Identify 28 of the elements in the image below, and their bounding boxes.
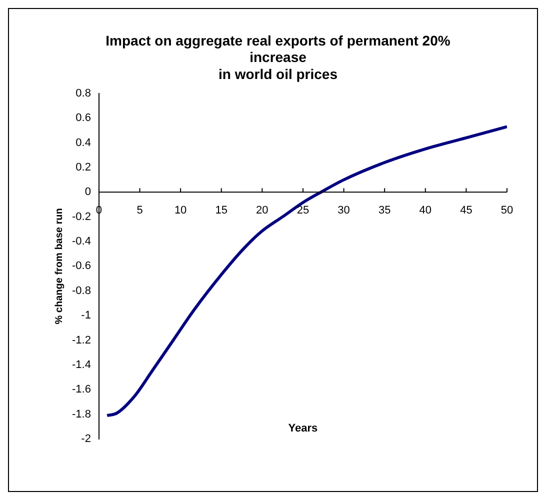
y-tick-label: -1.6 — [72, 384, 91, 396]
y-tick-label: -1 — [81, 310, 91, 322]
x-tick-label: 20 — [256, 204, 268, 217]
y-tick-label: -0.4 — [72, 236, 91, 248]
y-tick-label: 0.6 — [76, 112, 91, 124]
x-tick-label: 35 — [378, 204, 391, 217]
x-tick-label: 30 — [338, 204, 350, 217]
x-tick-label: 5 — [136, 204, 143, 217]
y-tick-label: 0.4 — [76, 136, 91, 149]
y-tick-label: -0.2 — [72, 210, 91, 223]
y-tick-label: -1.8 — [72, 408, 91, 420]
x-tick-label: 45 — [460, 204, 472, 217]
y-tick-label: 0 — [84, 186, 91, 198]
y-tick-label: 0.2 — [76, 161, 91, 174]
x-tick-label: 25 — [296, 204, 310, 217]
y-tick-label: -0.6 — [72, 260, 91, 272]
chart-title: Impact on aggregate real exports of permanent 20% increase in world oil prices — [106, 32, 451, 82]
y-axis-title: % change from base run — [54, 208, 65, 324]
y-tick-label: -2 — [81, 433, 91, 446]
x-tick-label: 10 — [174, 204, 187, 217]
x-tick-label: 50 — [500, 204, 514, 217]
y-tick-label: 0.8 — [76, 87, 91, 100]
x-tick-label: 40 — [419, 204, 432, 217]
y-tick-label: -1.2 — [72, 334, 91, 346]
y-tick-label: -1.4 — [72, 358, 91, 371]
x-tick-label: 15 — [215, 204, 228, 217]
y-tick-label: -0.8 — [72, 284, 91, 297]
x-axis-title: Years — [288, 422, 318, 434]
